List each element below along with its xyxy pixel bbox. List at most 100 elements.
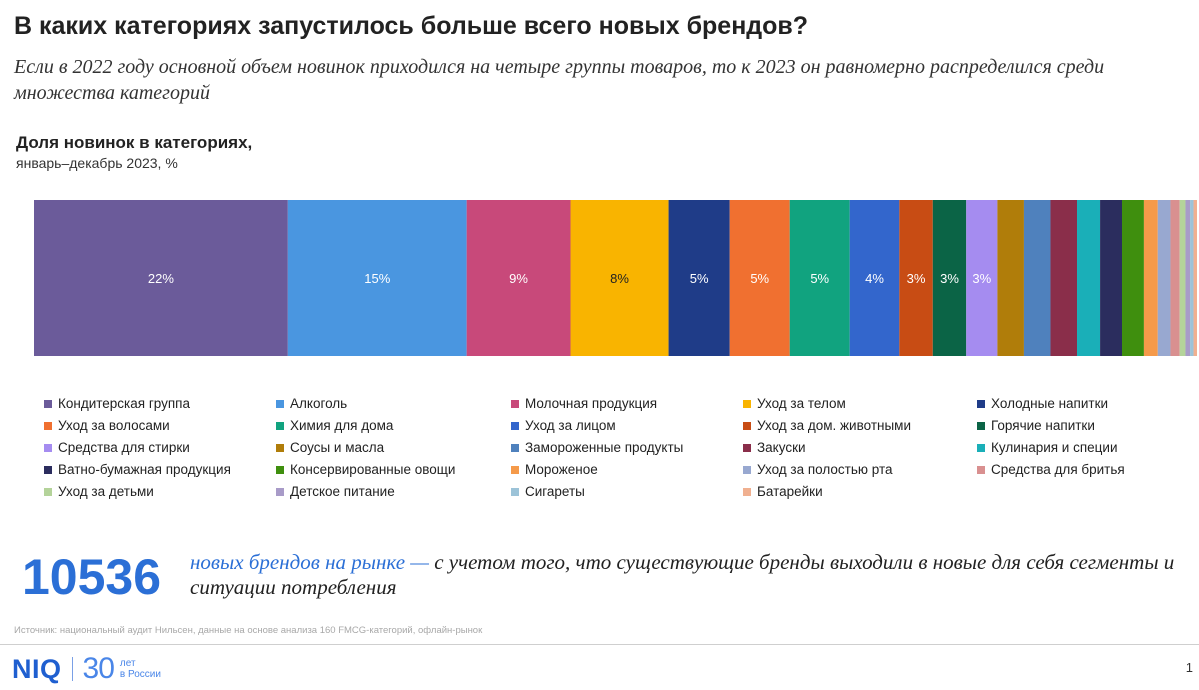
legend-label-9: Уход за дом. животными — [757, 418, 911, 433]
legend-swatch-22 — [276, 487, 284, 496]
bar-segment-24 — [1193, 200, 1197, 356]
bar-label-2: 15% — [364, 271, 390, 286]
bar-segment-5 — [668, 200, 730, 356]
bar-label-3: 9% — [509, 271, 528, 286]
legend-label-18: Мороженое — [525, 462, 598, 477]
bar-segment-19 — [1157, 200, 1171, 356]
legend-item-11: Средства для стирки — [44, 438, 276, 457]
legend-item-21: Уход за детьми — [44, 482, 276, 501]
legend-swatch-9 — [743, 421, 751, 430]
bar-segment-8 — [849, 200, 900, 356]
bar-segment-16 — [1100, 200, 1122, 356]
bar-segment-12 — [997, 200, 1024, 356]
callout-text: новых брендов на рынке — с учетом того, … — [190, 550, 1180, 600]
logo-line-2: в России — [119, 669, 161, 680]
legend-label-13: Замороженные продукты — [525, 440, 684, 455]
legend-item-12: Соусы и масла — [276, 438, 511, 457]
bar-label-5: 5% — [690, 271, 709, 286]
bar-segment-20 — [1170, 200, 1180, 356]
bar-label-6: 5% — [750, 271, 769, 286]
legend-label-14: Закуски — [757, 440, 806, 455]
bar-segment-4 — [570, 200, 669, 356]
legend-item-7: Химия для дома — [276, 416, 511, 435]
bar-label-9: 3% — [907, 271, 926, 286]
legend-label-12: Соусы и масла — [290, 440, 385, 455]
legend-swatch-17 — [276, 465, 284, 474]
legend-label-21: Уход за детьми — [58, 484, 154, 499]
bar-segment-6 — [729, 200, 790, 356]
legend-swatch-10 — [977, 421, 985, 430]
chart-legend: Кондитерская группа Алкоголь Молочная прод… — [44, 394, 1194, 501]
legend-swatch-3 — [511, 399, 519, 408]
bar-segment-14 — [1050, 200, 1078, 356]
legend-swatch-23 — [511, 487, 519, 496]
legend-swatch-24 — [743, 487, 751, 496]
bar-label-4: 8% — [610, 271, 629, 286]
footer-divider — [0, 644, 1199, 645]
legend-swatch-21 — [44, 487, 52, 496]
bar-label-7: 5% — [810, 271, 829, 286]
legend-swatch-20 — [977, 465, 985, 474]
legend-swatch-12 — [276, 443, 284, 452]
legend-swatch-18 — [511, 465, 519, 474]
legend-label-6: Уход за волосами — [58, 418, 170, 433]
logo-line-1: лет — [119, 658, 136, 669]
legend-item-1: Кондитерская группа — [44, 394, 276, 413]
legend-label-23: Сигареты — [525, 484, 585, 499]
legend-label-15: Кулинария и специи — [991, 440, 1118, 455]
legend-item-6: Уход за волосами — [44, 416, 276, 435]
legend-label-10: Горячие напитки — [991, 418, 1095, 433]
bar-segment-13 — [1023, 200, 1051, 356]
legend-swatch-19 — [743, 465, 751, 474]
legend-item-15: Кулинария и специи — [977, 438, 1194, 457]
legend-label-3: Молочная продукция — [525, 396, 658, 411]
legend-item-24: Батарейки — [743, 482, 977, 501]
legend-swatch-5 — [977, 399, 985, 408]
legend-item-20: Средства для бритья — [977, 460, 1194, 479]
logo-years-number: 30 — [82, 652, 115, 685]
legend-label-20: Средства для бритья — [991, 462, 1125, 477]
legend-label-17: Консервированные овощи — [290, 462, 456, 477]
bar-label-1: 22% — [148, 271, 174, 286]
legend-item-23: Сигареты — [511, 482, 743, 501]
legend-swatch-16 — [44, 465, 52, 474]
source-note: Источник: национальный аудит Нильсен, да… — [14, 625, 483, 636]
bar-segment-15 — [1077, 200, 1101, 356]
legend-swatch-6 — [44, 421, 52, 430]
legend-item-2: Алкоголь — [276, 394, 511, 413]
legend-item-13: Замороженные продукты — [511, 438, 743, 457]
page-number: 1 — [1185, 660, 1193, 675]
legend-label-4: Уход за телом — [757, 396, 846, 411]
logo-brand: NIQ — [12, 653, 62, 684]
callout-highlight: новых брендов на рынке — — [190, 550, 429, 574]
bar-segment-18 — [1143, 200, 1158, 356]
legend-item-22: Детское питание — [276, 482, 511, 501]
legend-item-9: Уход за дом. животными — [743, 416, 977, 435]
legend-swatch-4 — [743, 399, 751, 408]
bar-segment-22 — [1185, 200, 1191, 356]
bar-segment-1 — [34, 200, 288, 356]
bar-label-8: 4% — [865, 271, 884, 286]
chart-title: Доля новинок в категориях, — [16, 133, 253, 152]
callout-rest: с учетом того, что существующие бренды в… — [190, 550, 1175, 599]
bar-segment-7 — [789, 200, 850, 356]
legend-swatch-2 — [276, 399, 284, 408]
legend-item-17: Консервированные овощи — [276, 460, 511, 479]
bar-segment-2 — [287, 200, 467, 356]
legend-item-10: Горячие напитки — [977, 416, 1194, 435]
legend-item-3: Молочная продукция — [511, 394, 743, 413]
bar-segment-23 — [1190, 200, 1194, 356]
logo-separator — [71, 657, 73, 681]
legend-swatch-14 — [743, 443, 751, 452]
legend-item-16: Ватно-бумажная продукция — [44, 460, 276, 479]
bar-segment-17 — [1122, 200, 1144, 356]
legend-label-5: Холодные напитки — [991, 396, 1109, 411]
bar-label-11: 3% — [972, 271, 991, 286]
bar-segment-9 — [899, 200, 933, 356]
legend-swatch-7 — [276, 421, 284, 430]
chart-subtitle: январь–декабрь 2023, % — [16, 155, 178, 171]
new-brands-count: 10536 — [22, 549, 162, 605]
legend-label-19: Уход за полостью рта — [757, 462, 893, 477]
legend-label-22: Детское питание — [290, 484, 395, 499]
bar-segment-3 — [466, 200, 571, 356]
